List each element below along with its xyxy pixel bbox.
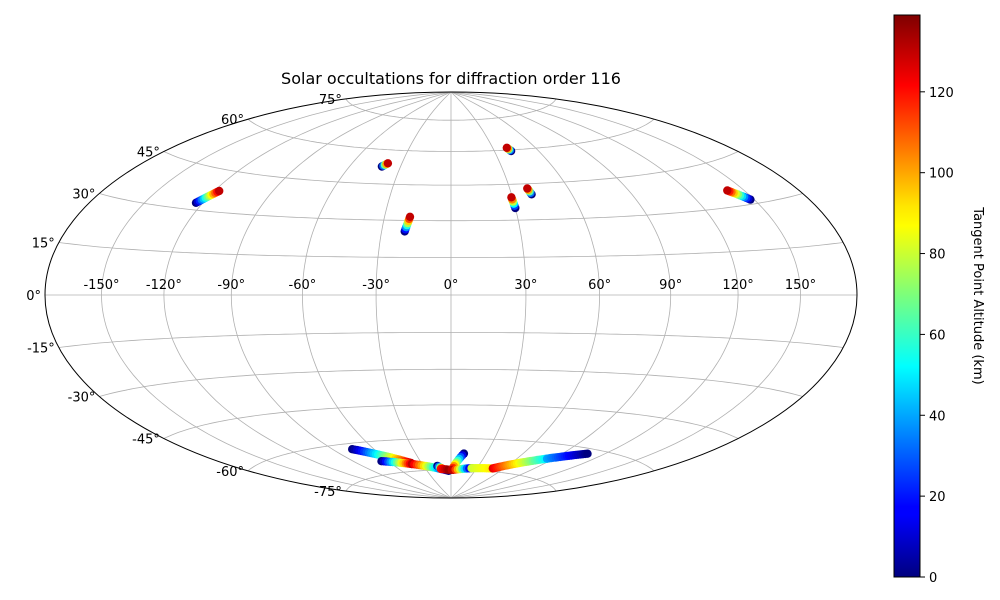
- longitude-tick-label: -90°: [217, 278, 245, 293]
- parallel-line: [99, 193, 803, 222]
- occultation-point: [502, 143, 511, 152]
- longitude-tick-label: -150°: [83, 278, 119, 293]
- colorbar-ticks: 0 20 40 60 80 100 120: [920, 86, 954, 586]
- longitude-tick-label: 90°: [659, 278, 682, 293]
- occultation-point: [723, 186, 732, 195]
- parallel-line: [58, 332, 844, 348]
- colorbar-tick-label: 40: [929, 409, 946, 424]
- latitude-tick-label: 15°: [32, 237, 55, 252]
- latitude-tick-label: 45°: [137, 146, 160, 161]
- parallel-line: [99, 368, 803, 397]
- occultation-point: [383, 159, 393, 168]
- parallel-line: [247, 438, 655, 472]
- parallel-line: [58, 242, 844, 258]
- longitude-tick-label: 0°: [444, 278, 459, 293]
- colorbar-tick-label: 120: [929, 86, 954, 101]
- latitude-tick-label: 0°: [26, 289, 41, 304]
- longitude-tick-label: 150°: [785, 278, 816, 293]
- latitude-tick-label: -15°: [27, 342, 55, 357]
- parallel-line: [163, 404, 739, 439]
- occultation-points: [191, 143, 755, 475]
- occultation-point: [583, 449, 592, 458]
- colorbar-tick-label: 60: [929, 328, 946, 343]
- map-boundary: [44, 91, 858, 499]
- latitude-tick-label: -30°: [68, 391, 96, 406]
- parallel-line: [247, 118, 655, 152]
- longitude-tick-label: -60°: [289, 278, 317, 293]
- parallel-line: [345, 98, 557, 121]
- map-grid: [45, 92, 857, 498]
- longitude-tick-labels: -150° -120° -90° -60° -30° 0° 30° 60° 90° 120° 150…: [83, 278, 816, 293]
- latitude-tick-label: -60°: [216, 465, 244, 480]
- longitude-tick-label: 30°: [514, 278, 537, 293]
- longitude-tick-label: -120°: [146, 278, 182, 293]
- latitude-tick-label: 30°: [72, 188, 95, 203]
- chart-title: Solar occultations for diffraction order…: [281, 69, 621, 88]
- latitude-tick-labels: -75° -60° -45° -30° -15° 0° 15° 30° 45° 60° 75°: [26, 93, 342, 500]
- latitude-tick-label: -45°: [132, 433, 160, 448]
- latitude-tick-label: 60°: [221, 113, 244, 128]
- colorbar-tick-label: 20: [929, 490, 946, 505]
- colorbar-tick-label: 100: [929, 167, 954, 182]
- occultation-point: [523, 184, 532, 193]
- occultation-point: [215, 186, 224, 196]
- colorbar-label: Tangent Point Altitude (km): [970, 206, 985, 384]
- longitude-tick-label: 60°: [588, 278, 611, 293]
- occultation-point: [405, 212, 415, 221]
- longitude-tick-label: -30°: [362, 278, 390, 293]
- longitude-tick-label: 120°: [722, 278, 753, 293]
- occultation-point: [507, 193, 516, 202]
- colorbar-tick-label: 80: [929, 248, 946, 263]
- latitude-tick-label: 75°: [319, 93, 342, 108]
- parallel-line: [163, 151, 739, 186]
- colorbar: [893, 14, 921, 578]
- colorbar-tick-label: 0: [929, 571, 937, 586]
- latitude-tick-label: -75°: [314, 485, 342, 500]
